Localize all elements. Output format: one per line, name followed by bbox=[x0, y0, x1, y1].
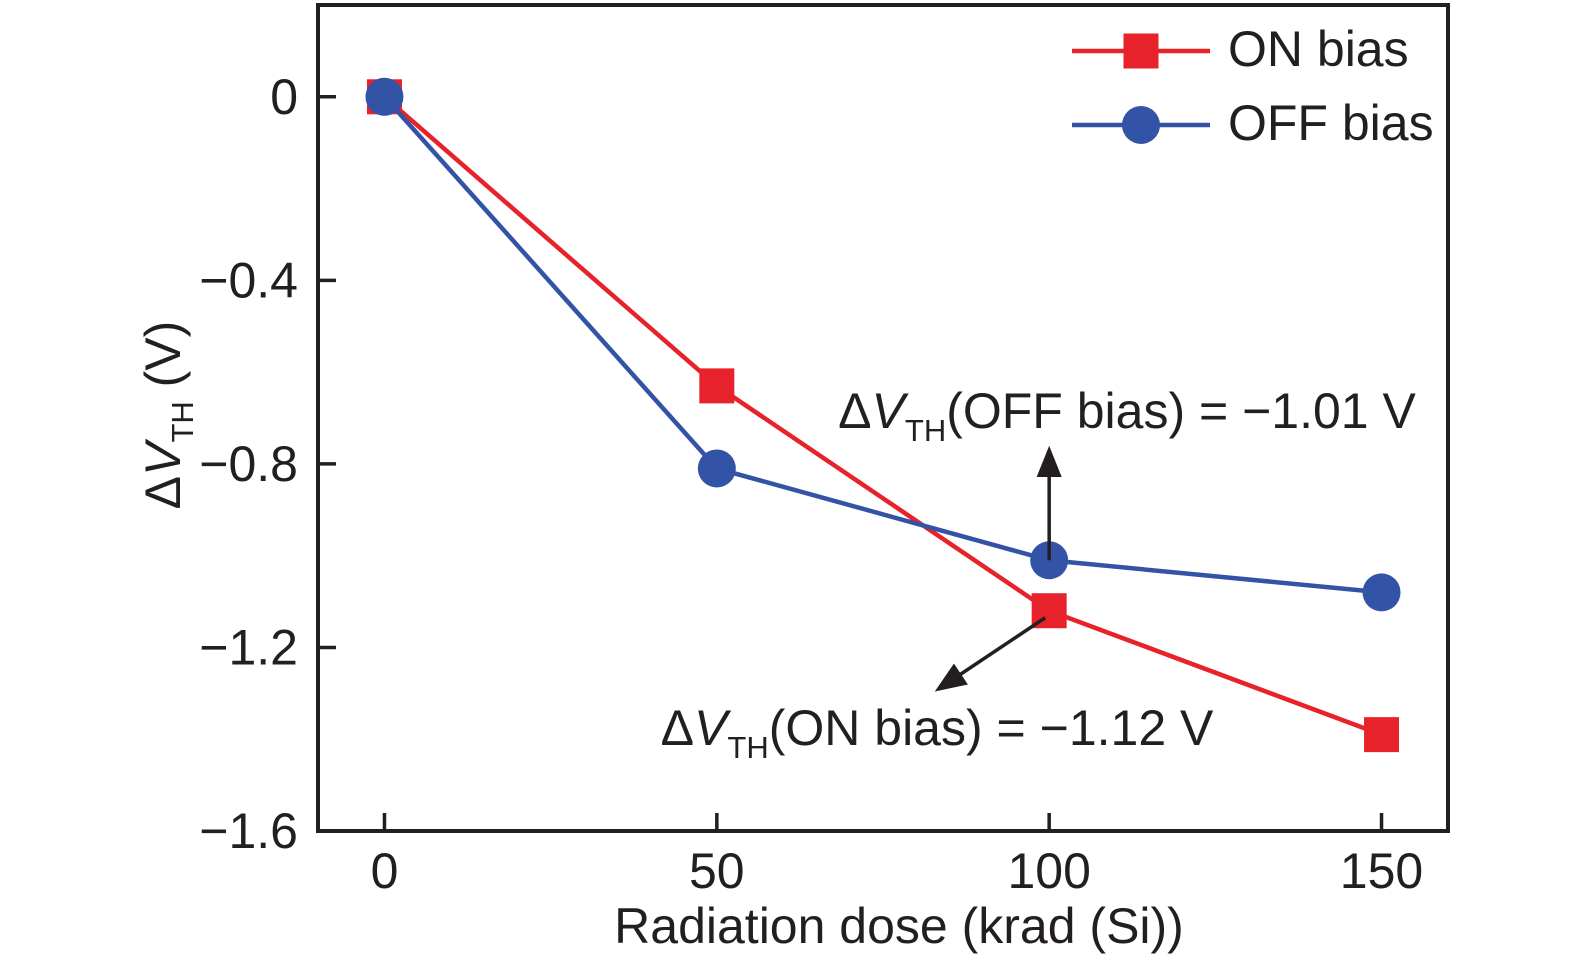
annotation-text-off-bias-part: (OFF bias) = −1.01 V bbox=[946, 383, 1416, 439]
data-point-square bbox=[699, 368, 735, 404]
legend-marker-circle bbox=[1122, 106, 1160, 144]
data-point-circle bbox=[1362, 573, 1401, 612]
data-point-square bbox=[1364, 717, 1400, 753]
y-axis-tick-label: −0.4 bbox=[199, 252, 298, 308]
x-axis-title: Radiation dose (krad (Si)) bbox=[614, 898, 1184, 954]
legend-label: ON bias bbox=[1228, 21, 1409, 77]
annotation-text-off-bias-part: TH bbox=[905, 413, 946, 448]
data-point-circle bbox=[697, 449, 736, 488]
y-axis-tick-label: −0.8 bbox=[199, 436, 298, 492]
annotation-text-on-bias-part: Δ bbox=[661, 700, 694, 756]
legend-label: OFF bias bbox=[1228, 95, 1434, 151]
series-line-on-bias bbox=[382, 95, 1383, 737]
annotation-text-off-bias-part: V bbox=[872, 383, 910, 439]
data-point-circle bbox=[365, 77, 404, 116]
annotation-arrow-on-bias bbox=[934, 616, 1047, 692]
y-axis-title-part: Δ bbox=[135, 476, 191, 509]
y-axis-title-part: V bbox=[135, 438, 191, 476]
annotation-text-off-bias-part: Δ bbox=[838, 383, 871, 439]
annotation-text-on-bias: ΔVTH(ON bias) = −1.12 V bbox=[661, 700, 1214, 765]
y-axis-title-part: TH bbox=[165, 401, 200, 442]
x-axis-tick-label: 50 bbox=[689, 843, 745, 899]
y-axis-tick-label: 0 bbox=[270, 69, 298, 125]
y-axis-tick-label: −1.2 bbox=[199, 619, 298, 675]
annotation-text-on-bias-part: (ON bias) = −1.12 V bbox=[769, 700, 1214, 756]
legend-marker-square bbox=[1123, 33, 1159, 69]
series-line-off-bias bbox=[382, 95, 1382, 595]
annotation-text-off-bias: ΔVTH(OFF bias) = −1.01 V bbox=[838, 383, 1416, 448]
annotation-text-on-bias-part: V bbox=[694, 700, 732, 756]
y-axis-title: ΔVTH (V) bbox=[135, 321, 200, 510]
x-axis-tick-label: 0 bbox=[371, 843, 399, 899]
y-axis-title-part: (V) bbox=[135, 321, 191, 402]
legend-item-off-bias: OFF bias bbox=[1072, 95, 1434, 151]
legend-item-on-bias: ON bias bbox=[1072, 21, 1409, 77]
y-axis-tick-label: −1.6 bbox=[199, 803, 298, 859]
plot-frame bbox=[316, 3, 1450, 833]
annotation-text-on-bias-part: TH bbox=[727, 730, 768, 765]
x-axis-tick-label: 100 bbox=[1007, 843, 1090, 899]
x-axis-tick-label: 150 bbox=[1340, 843, 1423, 899]
